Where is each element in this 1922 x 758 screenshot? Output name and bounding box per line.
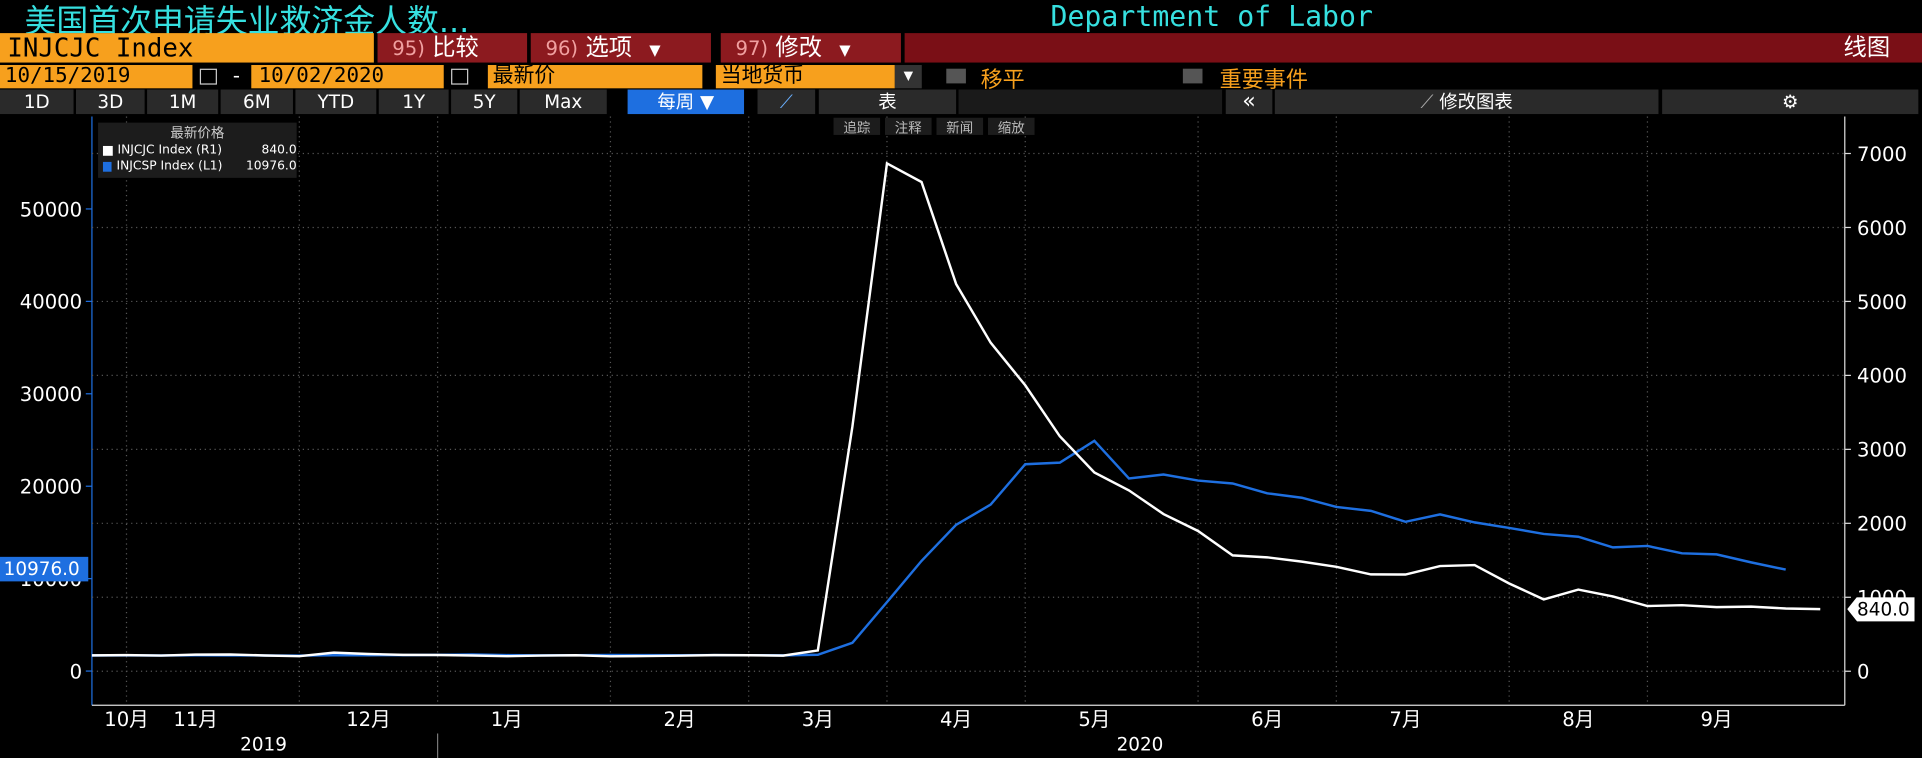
chart-tool[interactable]: 新闻 [936,117,984,136]
period-button[interactable]: 1D [0,89,74,115]
legend-swatch [102,161,112,172]
x-tick-label: 2月 [664,708,696,731]
y2-tick-label: 2000 [1857,513,1907,536]
menu-label: 修改 [775,34,823,62]
edit-chart[interactable]: ⟋ 修改图表 [1274,89,1659,115]
settings[interactable]: ⚙ [1662,89,1919,115]
menu-label: 比较 [432,34,479,62]
line-icon[interactable]: ⟋ [757,89,816,115]
y-tick-label: 30000 [20,383,82,406]
y2-tick-label: 7000 [1857,143,1907,166]
x-tick-label: 1月 [491,708,523,731]
calendar-icon[interactable] [199,68,217,85]
chart-tool[interactable]: 追踪 [833,117,881,136]
collapse[interactable]: « [1225,89,1273,115]
y2-tick-label: 0 [1857,661,1869,684]
y-tick-label: 40000 [20,291,82,314]
legend-label: INJCSP Index (L1) [116,159,223,173]
spacer [958,89,1223,115]
smooth-label: 移平 [980,67,1025,94]
x-tick-label: 10月 [104,708,149,731]
menu-compare[interactable]: 95) 比较 [377,33,528,63]
calendar-icon[interactable] [451,68,469,85]
chart-tool[interactable]: 注释 [885,117,932,136]
legend-value: 840.0 [261,143,297,157]
menu-num: 96) [545,36,579,61]
year-label: 2020 [1117,735,1164,756]
legend: 最新价格 INJCJC Index (R1) 840.0 INJCSP Index … [98,122,297,178]
last-value-tag: 10976.0 [0,557,89,582]
start-date[interactable]: 10/15/2019 [0,64,193,89]
y2-tick-label: 6000 [1857,217,1907,240]
price-field[interactable]: 最新价 [487,64,703,89]
legend-swatch [102,145,113,156]
series-line [91,161,1821,658]
menu-num: 97) [735,36,769,61]
series-line [91,439,1786,657]
y2-tick-label: 4000 [1857,365,1907,388]
chart-tools: 追踪 注释 新闻 缩放 [833,117,1035,136]
x-tick-label: 5月 [1078,708,1110,731]
x-tick-label: 11月 [173,708,218,731]
y-tick-label: 50000 [20,198,82,221]
menu-edit[interactable]: 97) 修改 ▼ [720,33,901,63]
frequency[interactable]: 每周 ▼ [627,89,745,115]
period-bar: 1D 3D 1M 6M YTD 1Y 5Y Max [0,89,607,115]
menu-label: 选项 [585,34,633,62]
x-tick-label: 7月 [1389,708,1421,731]
period-button[interactable]: YTD [295,89,377,115]
frequency-label: 每周 [657,90,695,113]
menu-options[interactable]: 96) 选项 ▼ [530,33,711,63]
period-button[interactable]: Max [519,89,607,115]
events-label: 重要事件 [1219,67,1308,94]
legend-title: 最新价格 [170,125,225,142]
legend-value: 10976.0 [245,159,297,173]
x-tick-label: 9月 [1701,708,1733,731]
ticker-input[interactable]: INJCJC Index [0,33,374,63]
y-tick-label: 20000 [20,476,82,499]
y2-tick-label: 5000 [1857,291,1907,314]
period-button[interactable]: 5Y [451,89,518,115]
edit-chart-label: 修改图表 [1439,90,1513,113]
currency[interactable]: 当地货币 [715,64,895,89]
chart-tool[interactable]: 缩放 [987,117,1035,136]
legend-entry: INJCJC Index (R1) 840.0 [98,142,297,158]
chart-type[interactable]: 线图 [904,33,1922,63]
legend-entry: INJCSP Index (L1) 10976.0 [98,158,297,174]
y2-tick-label: 3000 [1857,439,1907,462]
period-button[interactable]: 1M [147,89,219,115]
year-label: 2019 [240,735,287,756]
x-tick-label: 8月 [1562,708,1594,731]
dropdown[interactable]: ▼ [894,65,922,89]
x-tick-label: 12月 [346,708,391,731]
menu-num: 95) [392,36,425,61]
period-button[interactable]: 1Y [378,89,449,115]
end-date[interactable]: 10/02/2020 [251,64,444,89]
x-tick-label: 4月 [940,708,972,731]
period-button[interactable]: 6M [220,89,293,115]
checkbox[interactable] [1182,68,1203,84]
period-button[interactable]: 3D [75,89,145,115]
legend-label: INJCJC Index (R1) [117,143,223,157]
date-sep: - [232,63,240,88]
x-tick-label: 6月 [1251,708,1283,731]
legend-rows: INJCJC Index (R1) 840.0 INJCSP Index (L1) 1… [98,142,297,174]
x-tick-label: 3月 [802,708,834,731]
table-button[interactable]: 表 [818,89,957,115]
y-tick-label: 0 [70,660,82,683]
checkbox[interactable] [946,68,966,84]
last-value-tag: 840.0 [1847,596,1915,622]
source: Department of Labor [1050,1,1373,34]
